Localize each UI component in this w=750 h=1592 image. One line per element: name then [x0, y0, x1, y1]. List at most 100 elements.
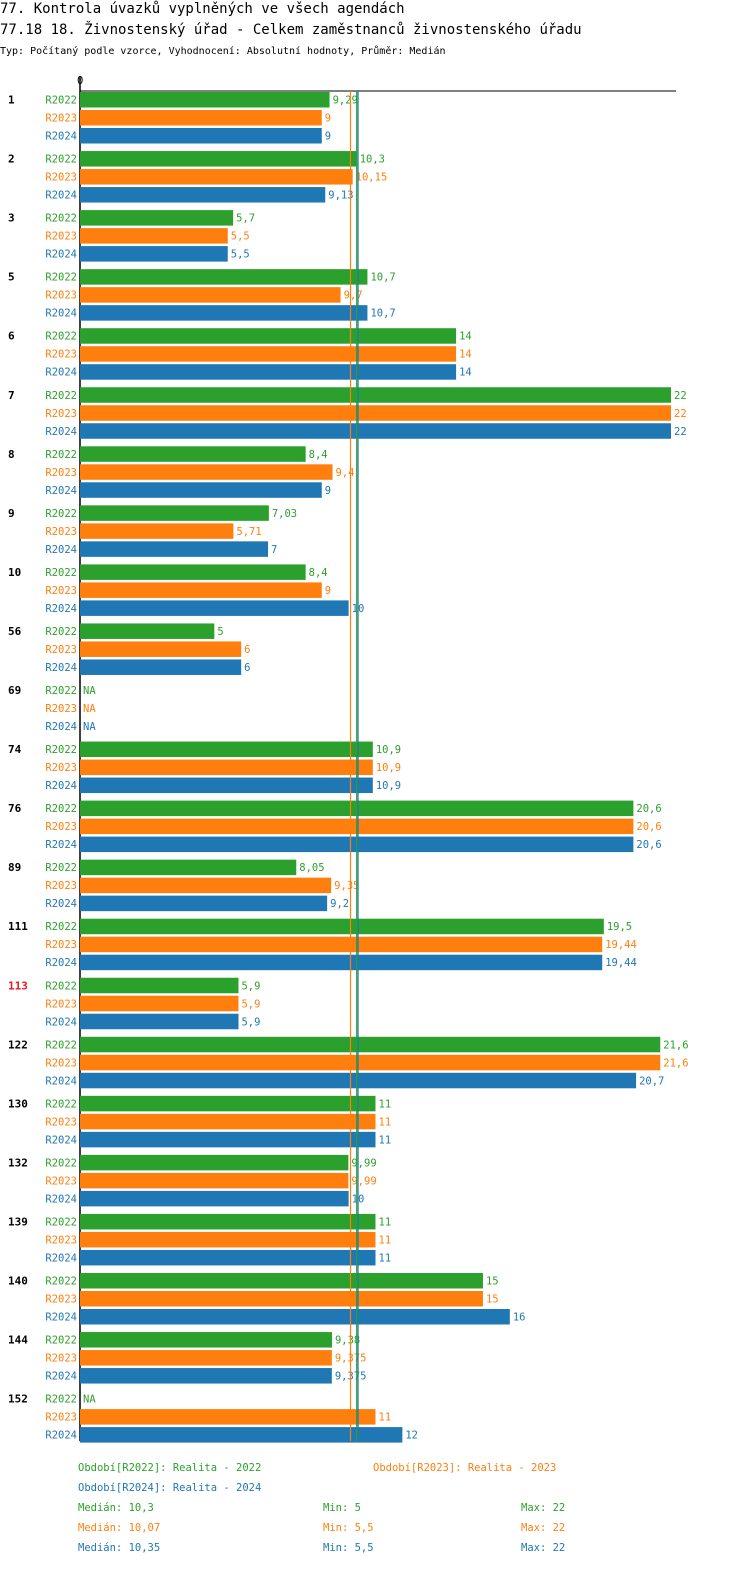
- bar: [80, 918, 604, 935]
- category-label: 152: [8, 1393, 28, 1406]
- legend-entry: Období[R2024]: Realita - 2024: [78, 1482, 261, 1494]
- bar: [80, 387, 671, 403]
- series-label: R2023: [45, 1175, 77, 1187]
- bar: [80, 659, 242, 675]
- series-label: R2023: [45, 1116, 77, 1128]
- category-label: 56: [8, 625, 22, 638]
- series-label: R2023: [45, 1057, 77, 1069]
- series-label: R2024: [45, 426, 77, 438]
- bar: [80, 895, 328, 912]
- bar: [80, 423, 671, 439]
- series-label: R2023: [45, 231, 77, 243]
- bar: [80, 1054, 661, 1071]
- data-label: 22: [674, 426, 687, 438]
- data-label: 5,9: [241, 1016, 260, 1028]
- data-label: 9,99: [351, 1157, 376, 1169]
- series-label: R2024: [45, 898, 77, 910]
- category-label: 3: [8, 212, 15, 225]
- data-label: 10,9: [376, 780, 401, 792]
- series-label: R2024: [45, 131, 77, 143]
- bar: [80, 1309, 510, 1325]
- data-label: 20,6: [636, 803, 661, 815]
- data-label: NA: [83, 721, 96, 733]
- data-label: 11: [379, 1216, 392, 1228]
- series-label: R2022: [45, 685, 77, 697]
- data-label: 9: [325, 113, 331, 125]
- data-label: 11: [379, 1252, 392, 1264]
- bar: [80, 1249, 376, 1266]
- bar: [80, 777, 373, 794]
- bar: [80, 977, 239, 994]
- series-label: R2023: [45, 408, 77, 420]
- data-label: 11: [379, 1098, 392, 1110]
- data-label: 5,9: [241, 980, 260, 992]
- data-label: 15: [486, 1294, 499, 1306]
- category-label: 122: [8, 1038, 28, 1051]
- data-label: 5,71: [236, 526, 261, 538]
- data-label: 9,35: [334, 880, 359, 892]
- series-label: R2022: [45, 626, 77, 638]
- category-label: 144: [8, 1334, 28, 1347]
- series-label: R2022: [45, 921, 77, 933]
- bar: [80, 1231, 376, 1248]
- bar: [80, 1332, 332, 1348]
- series-label: R2024: [45, 544, 77, 556]
- data-label: 10,9: [376, 762, 401, 774]
- series-label: R2024: [45, 1134, 77, 1146]
- series-label: R2024: [45, 1430, 77, 1442]
- bar: [80, 641, 242, 657]
- data-label: 14: [459, 349, 472, 361]
- bar: [80, 128, 322, 144]
- category-label: 6: [8, 330, 15, 343]
- bar: [80, 564, 306, 580]
- bar: [80, 954, 603, 971]
- data-label: 5,7: [236, 213, 255, 225]
- series-label: R2022: [45, 154, 77, 166]
- bar: [80, 523, 234, 539]
- data-label: 22: [674, 390, 687, 402]
- bar: [80, 92, 330, 108]
- series-label: R2024: [45, 485, 77, 497]
- series-label: R2024: [45, 1252, 77, 1264]
- series-label: R2023: [45, 880, 77, 892]
- data-label: 10,7: [370, 308, 395, 320]
- chart-description: Typ: Počítaný podle vzorce, Vyhodnocení:…: [0, 45, 446, 57]
- series-label: R2022: [45, 272, 77, 284]
- data-label: 9,7: [344, 290, 363, 302]
- data-label: 11: [379, 1412, 392, 1424]
- data-label: 6: [244, 644, 250, 656]
- series-label: R2024: [45, 839, 77, 851]
- category-label: 2: [8, 153, 15, 166]
- data-label: 21,6: [663, 1039, 688, 1051]
- data-label: 9,99: [351, 1175, 376, 1187]
- data-label: 7,03: [272, 508, 297, 520]
- stat-min: Min: 5: [323, 1502, 361, 1514]
- data-label: 9,13: [328, 190, 353, 202]
- data-label: 11: [379, 1134, 392, 1146]
- bar: [80, 328, 457, 344]
- series-label: R2024: [45, 603, 77, 615]
- legend: Období[R2022]: Realita - 2022 Období[R202…: [78, 1462, 565, 1554]
- series-label: R2023: [45, 644, 77, 656]
- data-label: 8,05: [299, 862, 324, 874]
- series-label: R2023: [45, 939, 77, 951]
- series-label: R2023: [45, 467, 77, 479]
- series-label: R2024: [45, 1371, 77, 1383]
- bar: [80, 1113, 376, 1130]
- stat-median: Medián: 10,35: [78, 1542, 160, 1554]
- data-label: 10,7: [370, 272, 395, 284]
- bar: [80, 151, 357, 167]
- bar: [80, 1190, 349, 1207]
- series-label: R2022: [45, 213, 77, 225]
- data-label: 9: [325, 131, 331, 143]
- series-label: R2023: [45, 290, 77, 302]
- stat-max: Max: 22: [521, 1502, 565, 1514]
- bar: [80, 877, 332, 894]
- bar: [80, 582, 322, 598]
- data-label: 5,5: [231, 249, 250, 261]
- series-label: R2022: [45, 980, 77, 992]
- category-label: 1: [8, 94, 15, 107]
- bar: [80, 1131, 376, 1148]
- series-label: R2024: [45, 1312, 77, 1324]
